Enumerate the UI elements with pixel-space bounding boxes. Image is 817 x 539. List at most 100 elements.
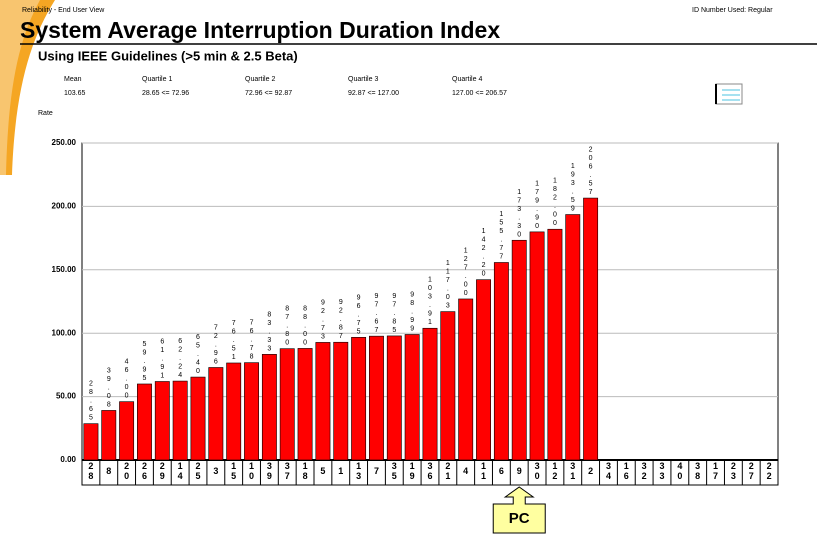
callout: PC — [492, 486, 546, 534]
bar — [458, 298, 474, 461]
bar — [208, 367, 224, 461]
x-tick-label: 4 — [463, 466, 468, 476]
bar — [422, 327, 438, 461]
y-tick-label: 250.00 — [52, 138, 77, 147]
y-tick-label: 0.00 — [60, 455, 76, 464]
bar — [404, 334, 420, 461]
callout-label: PC — [509, 510, 530, 527]
bar — [244, 362, 259, 461]
x-tick-label: 1 — [338, 466, 343, 476]
bar — [351, 337, 367, 461]
bar — [279, 348, 295, 461]
stat-value: 127.00 <= 206.57 — [452, 90, 507, 97]
x-tick-label: 2 — [588, 466, 593, 476]
stat-value: 28.65 <= 72.96 — [142, 90, 189, 97]
chart-title: System Average Interruption Duration Ind… — [20, 17, 500, 43]
bar — [297, 348, 313, 461]
y-tick-label: 100.00 — [52, 328, 77, 337]
decoration — [0, 0, 55, 175]
legend-icon — [715, 83, 743, 105]
x-tick-label: 7 — [374, 466, 379, 476]
x-tick-label: 8 — [106, 466, 111, 476]
bar — [369, 335, 384, 461]
bar — [261, 354, 277, 461]
x-tick-label: 5 — [320, 466, 325, 476]
bar — [476, 279, 491, 461]
y-axis-label: Rate — [38, 110, 53, 117]
x-tick-label: 9 — [517, 466, 522, 476]
report-name: Reliability - End User View — [22, 7, 105, 14]
stat-value: 72.96 <= 92.87 — [245, 90, 292, 97]
bar — [333, 341, 349, 461]
bar — [101, 410, 117, 461]
bar — [119, 401, 135, 461]
y-tick-label: 200.00 — [52, 202, 77, 211]
y-tick-label: 50.00 — [56, 392, 77, 401]
bar — [137, 383, 152, 461]
bar — [583, 197, 599, 461]
bar — [154, 381, 170, 461]
stat-label: Quartile 2 — [245, 76, 275, 83]
bar — [190, 376, 206, 461]
stat-label: Mean — [64, 76, 82, 83]
bar — [386, 335, 402, 461]
bar — [565, 214, 581, 461]
chart-subtitle: Using IEEE Guidelines (>5 min & 2.5 Beta… — [38, 48, 298, 63]
id-note: ID Number Used: Regular — [692, 7, 773, 14]
bar — [315, 342, 331, 461]
bar — [226, 362, 242, 461]
bar — [529, 231, 545, 461]
bar — [440, 311, 456, 461]
stat-value: 92.87 <= 127.00 — [348, 90, 399, 97]
decoration — [0, 0, 40, 175]
y-tick-label: 150.00 — [52, 265, 77, 274]
